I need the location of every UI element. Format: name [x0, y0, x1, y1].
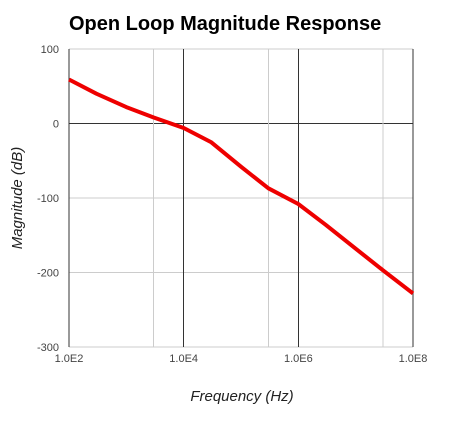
y-tick-label: -200 [37, 268, 59, 280]
x-axis-label: Frequency (Hz) [190, 388, 293, 405]
y-tick-label: 0 [53, 119, 59, 131]
x-tick-label: 1.0E6 [284, 353, 313, 365]
magnitude-series-line [68, 77, 415, 295]
y-tick-label: -100 [37, 193, 59, 205]
grid-layer [68, 48, 414, 348]
chart-title: Open Loop Magnitude Response [69, 13, 381, 35]
y-axis-label: Magnitude (dB) [9, 147, 26, 250]
y-tick-label: -300 [37, 342, 59, 354]
x-tick-label: 1.0E4 [169, 353, 198, 365]
y-tick-label: 100 [41, 44, 59, 56]
x-tick-label: 1.0E8 [399, 353, 428, 365]
series-layer [68, 77, 415, 295]
x-tick-label: 1.0E2 [55, 353, 84, 365]
